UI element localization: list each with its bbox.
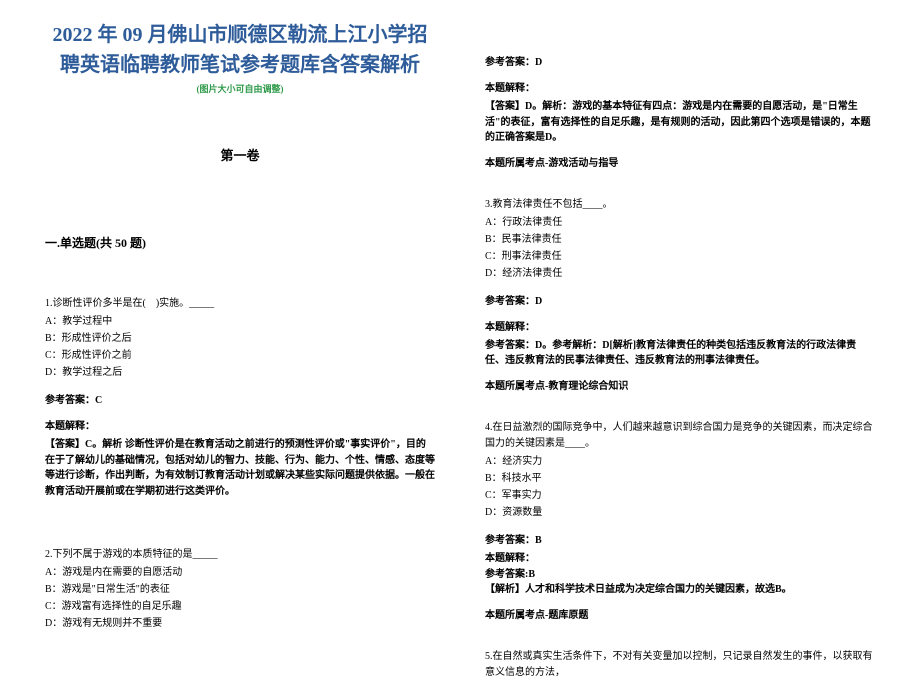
q1-explain-label: 本题解释：: [45, 419, 435, 435]
q1-option-d: D：教学过程之后: [45, 365, 435, 381]
right-column: 参考答案：D 本题解释： 【答案】D。解析：游戏的基本特征有四点：游戏是内在需要…: [460, 20, 890, 651]
q2-explanation: 【答案】D。解析：游戏的基本特征有四点：游戏是内在需要的自愿活动，是"日常生活"…: [485, 99, 875, 146]
q4-explain-ans: 参考答案:B: [485, 567, 875, 583]
q3-explain-label: 本题解释：: [485, 320, 875, 336]
q2-stem: 2.下列不属于游戏的本质特征的是_____: [45, 547, 435, 563]
q3-topic: 本题所属考点-教育理论综合知识: [485, 379, 875, 395]
q2-explain-label: 本题解释：: [485, 81, 875, 97]
q2-topic: 本题所属考点-游戏活动与指导: [485, 156, 875, 172]
q3-option-b: B：民事法律责任: [485, 232, 875, 248]
q1-option-a: A：教学过程中: [45, 314, 435, 330]
q1-stem: 1.诊断性评价多半是在( )实施。_____: [45, 296, 435, 312]
q4-stem: 4.在日益激烈的国际竞争中，人们越来越意识到综合国力是竞争的关键因素，而决定综合…: [485, 420, 875, 452]
question-3: 3.教育法律责任不包括____。 A：行政法律责任 B：民事法律责任 C：刑事法…: [485, 197, 875, 395]
q1-explanation: 【答案】C。解析 诊断性评价是在教育活动之前进行的预测性评价或"事实评价"，目的…: [45, 437, 435, 499]
q4-explain-label: 本题解释：: [485, 551, 875, 567]
document-title: 2022 年 09 月佛山市顺德区勒流上江小学招聘英语临聘教师笔试参考题库含答案…: [45, 20, 435, 80]
question-1: 1.诊断性评价多半是在( )实施。_____ A：教学过程中 B：形成性评价之后…: [45, 296, 435, 499]
q1-answer: 参考答案：C: [45, 393, 435, 409]
q3-stem: 3.教育法律责任不包括____。: [485, 197, 875, 213]
q3-answer: 参考答案：D: [485, 294, 875, 310]
q4-option-c: C：军事实力: [485, 488, 875, 504]
left-column: 2022 年 09 月佛山市顺德区勒流上江小学招聘英语临聘教师笔试参考题库含答案…: [30, 20, 460, 651]
q3-option-a: A：行政法律责任: [485, 215, 875, 231]
question-2-answer: 参考答案：D 本题解释： 【答案】D。解析：游戏的基本特征有四点：游戏是内在需要…: [485, 55, 875, 172]
q1-option-b: B：形成性评价之后: [45, 331, 435, 347]
q1-option-c: C：形成性评价之前: [45, 348, 435, 364]
question-2-partial: 2.下列不属于游戏的本质特征的是_____ A：游戏是内在需要的自愿活动 B：游…: [45, 547, 435, 632]
q2-option-b: B：游戏是"日常生活"的表征: [45, 582, 435, 598]
page-container: 2022 年 09 月佛山市顺德区勒流上江小学招聘英语临聘教师笔试参考题库含答案…: [0, 0, 920, 651]
q4-topic: 本题所属考点-题库原题: [485, 608, 875, 624]
question-5-partial: 5.在自然或真实生活条件下，不对有关变量加以控制，只记录自然发生的事件，以获取有…: [485, 649, 875, 681]
volume-heading: 第一卷: [45, 145, 435, 164]
q3-explanation: 参考答案：D。参考解析：D[解析]教育法律责任的种类包括违反教育法的行政法律责任…: [485, 338, 875, 369]
q2-option-d: D：游戏有无规则并不重要: [45, 616, 435, 632]
q2-answer: 参考答案：D: [485, 55, 875, 71]
q5-stem: 5.在自然或真实生活条件下，不对有关变量加以控制，只记录自然发生的事件，以获取有…: [485, 649, 875, 681]
q4-option-b: B：科技水平: [485, 471, 875, 487]
q2-option-c: C：游戏富有选择性的自足乐趣: [45, 599, 435, 615]
q4-explanation: 【解析】人才和科学技术日益成为决定综合国力的关键因素，故选B。: [485, 582, 875, 598]
q3-option-c: C：刑事法律责任: [485, 249, 875, 265]
q4-option-a: A：经济实力: [485, 454, 875, 470]
q2-option-a: A：游戏是内在需要的自愿活动: [45, 565, 435, 581]
q4-option-d: D：资源数量: [485, 505, 875, 521]
question-4: 4.在日益激烈的国际竞争中，人们越来越意识到综合国力是竞争的关键因素，而决定综合…: [485, 420, 875, 624]
image-resize-note: (图片大小可自由调整): [45, 82, 435, 95]
q4-answer: 参考答案：B: [485, 533, 875, 549]
section-heading: 一.单选题(共 50 题): [45, 234, 435, 251]
q3-option-d: D：经济法律责任: [485, 266, 875, 282]
spacer: [45, 517, 435, 547]
